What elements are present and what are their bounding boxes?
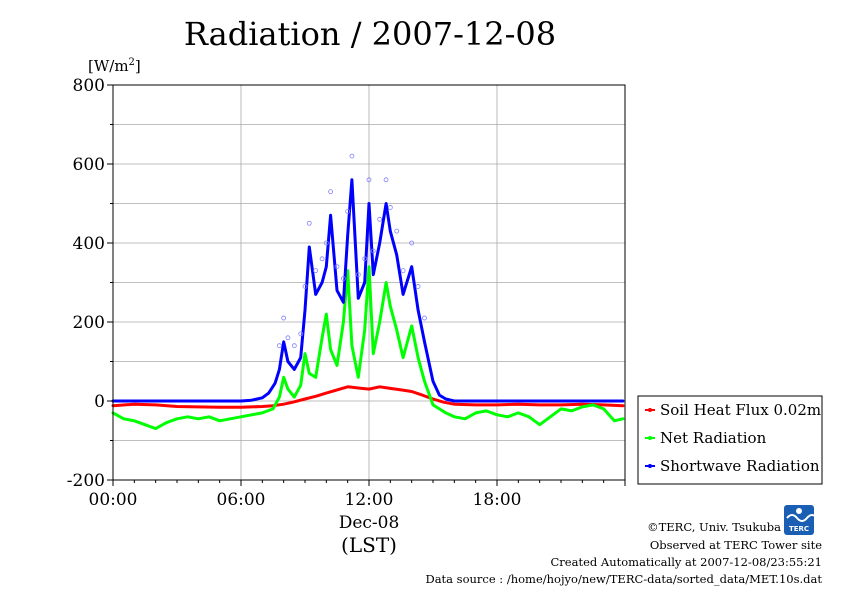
shortwave-point: [370, 248, 376, 254]
y-tick-label: -200: [67, 471, 105, 491]
terc-logo: TERC: [784, 505, 818, 535]
shortwave-point: [409, 240, 415, 246]
terc-logo-text: TERC: [789, 525, 809, 533]
x-tick-label: 06:00: [217, 490, 266, 510]
legend-label: Soil Heat Flux 0.02m: [660, 401, 821, 419]
shortwave-point: [319, 256, 325, 262]
shortwave-point: [313, 268, 319, 274]
x-tick-label: 00:00: [89, 490, 138, 510]
y-tick-label: 400: [73, 234, 105, 254]
legend-label: Shortwave Radiation: [660, 457, 820, 475]
shortwave-point: [281, 315, 287, 321]
shortwave-point: [383, 177, 389, 183]
series-line-shortwave-radiation: [111, 178, 625, 403]
shortwave-point: [394, 228, 400, 234]
y-unit-text: [W/m: [88, 57, 129, 75]
shortwave-point: [349, 153, 355, 159]
shortwave-point: [400, 268, 406, 274]
legend: Soil Heat Flux 0.02m Net Radiation Shortwa…: [637, 395, 823, 485]
shortwave-point: [334, 264, 340, 270]
x-tick-label: 12:00: [345, 490, 394, 510]
shortwave-point: [328, 189, 334, 195]
terc-logo-drop-icon: [796, 508, 802, 514]
y-unit-close: ]: [135, 57, 141, 75]
shortwave-point: [291, 343, 297, 349]
x-axis-title: (LST): [341, 533, 397, 557]
footer-created: Created Automatically at 2007-12-08/23:5…: [551, 555, 823, 569]
y-unit-label: [W/m2]: [88, 57, 141, 75]
legend-marker: [648, 436, 652, 440]
shortwave-point: [340, 276, 346, 281]
y-tick-label: 0: [94, 392, 105, 412]
series-line-net-radiation: [111, 265, 625, 431]
legend-marker: [648, 464, 652, 468]
shortwave-point: [306, 220, 312, 226]
y-tick-label: 800: [73, 76, 105, 96]
x-axis: 00:00 06:00 12:00 18:00: [89, 480, 626, 510]
y-axis: -200 0 200 400 600 800: [67, 76, 113, 491]
chart-title: Radiation / 2007-12-08: [184, 15, 556, 53]
legend-marker: [648, 408, 652, 412]
series-line-soil-heat-flux: [111, 385, 625, 409]
shortwave-point: [387, 205, 393, 210]
x-date-label: Dec-08: [339, 513, 400, 533]
series-lines: [111, 153, 625, 431]
shortwave-point: [298, 331, 304, 337]
terc-logo-wave-icon: [786, 514, 818, 522]
y-tick-label: 600: [73, 155, 105, 175]
legend-box: [637, 395, 823, 485]
shortwave-point: [323, 240, 329, 246]
footer-observed: Observed at TERC Tower site: [650, 538, 822, 552]
y-tick-label: 200: [73, 313, 105, 333]
footer-source: Data source : /home/hojyo/new/TERC-data/…: [425, 572, 822, 586]
x-tick-label: 18:00: [473, 490, 522, 510]
shortwave-point: [366, 177, 372, 183]
shortwave-point: [422, 315, 427, 321]
shortwave-point: [415, 284, 421, 289]
shortwave-point: [345, 208, 351, 214]
shortwave-point: [362, 256, 368, 262]
footer-copyright: ©TERC, Univ. Tsukuba: [647, 520, 781, 534]
shortwave-point: [377, 216, 383, 222]
shortwave-point: [355, 272, 361, 278]
y-unit-sup: 2: [129, 57, 135, 68]
shortwave-point: [276, 343, 282, 349]
shortwave-point: [302, 284, 308, 289]
legend-label: Net Radiation: [660, 429, 767, 447]
shortwave-point: [285, 335, 291, 341]
